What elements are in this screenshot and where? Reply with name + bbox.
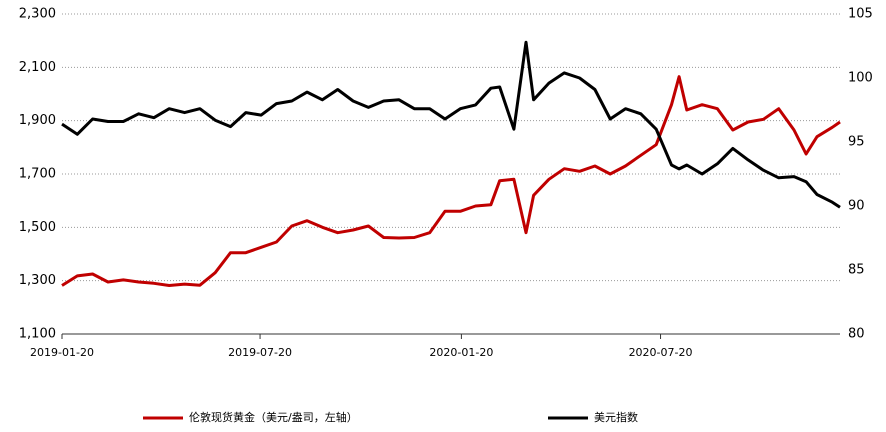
legend-label: 伦敦现货黄金（美元/盎司，左轴） [189,410,358,424]
y-tick-label: 1,700 [19,167,56,182]
y2-tick-label: 95 [848,135,865,150]
y-tick-label: 1,300 [19,273,56,288]
x-tick-label: 2019-01-20 [30,346,94,359]
y2-tick-label: 90 [848,199,865,214]
series-line [61,40,841,209]
x-tick-label: 2020-07-20 [629,346,693,359]
y2-tick-label: 105 [848,7,873,22]
y-tick-label: 2,100 [19,60,56,75]
y-tick-label: 1,900 [19,113,56,128]
series-line [61,75,841,287]
x-tick-label: 2019-07-20 [228,346,292,359]
y-tick-label: 1,100 [19,327,56,342]
x-tick-label: 2020-01-20 [429,346,493,359]
y-tick-label: 2,300 [19,7,56,22]
y2-tick-label: 80 [848,327,865,342]
y-tick-label: 1,500 [19,220,56,235]
y2-tick-label: 100 [848,71,873,86]
y2-tick-label: 85 [848,263,865,278]
legend-label: 美元指数 [594,410,638,424]
